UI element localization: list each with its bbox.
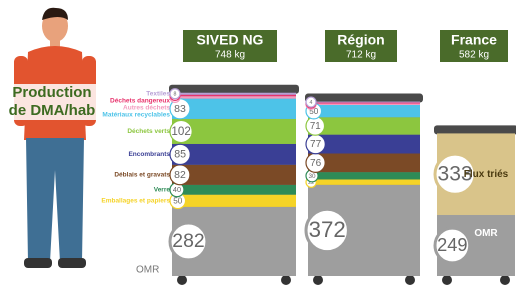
value-label: 102 xyxy=(171,125,190,138)
legend-label: Déblais et gravats xyxy=(114,172,170,179)
segment xyxy=(308,172,420,179)
legend-label: Emballages et papiers xyxy=(101,198,170,205)
value-label: 82 xyxy=(174,170,186,181)
value-label: 30 xyxy=(309,173,317,180)
value-label: 282 xyxy=(172,230,204,252)
segment xyxy=(172,185,296,195)
segment xyxy=(308,105,420,117)
segment xyxy=(308,104,420,105)
value-label: 8 xyxy=(174,92,177,98)
bin-name: SIVED NG xyxy=(197,32,264,48)
segment xyxy=(172,96,296,98)
value-label: 40 xyxy=(173,185,181,194)
value-label: 249 xyxy=(437,235,467,255)
legend-label: Encombrants xyxy=(128,151,170,158)
wheel xyxy=(313,275,323,285)
chart-title: Production de DMA/hab xyxy=(6,84,98,120)
wheel xyxy=(405,275,415,285)
legend-label: Verre xyxy=(154,186,171,193)
wheel xyxy=(281,275,291,285)
value-label: 71 xyxy=(310,121,321,132)
value-label: 76 xyxy=(310,158,322,169)
wheel xyxy=(177,275,187,285)
value-label: 50 xyxy=(173,196,183,205)
chart: SIVED NG748 kg28250408285102831068Textil… xyxy=(0,0,516,296)
segment xyxy=(308,103,420,104)
value-label: 83 xyxy=(174,103,186,115)
wheel xyxy=(500,275,510,285)
segment xyxy=(172,95,296,96)
bin-lid xyxy=(169,85,299,94)
legend-label: Matériaux recyclables xyxy=(102,111,170,118)
segment-name: Flux triés xyxy=(464,169,509,180)
page: SIVED NG748 kg28250408285102831068Textil… xyxy=(0,0,516,296)
legend-label: OMR xyxy=(136,265,159,276)
value-label: 4 xyxy=(310,100,313,106)
legend-label: Textiles xyxy=(146,90,170,97)
segment xyxy=(172,93,296,95)
segment xyxy=(308,102,420,103)
segment-name: OMR xyxy=(474,228,498,239)
bin-lid xyxy=(434,125,516,134)
bin-total: 582 kg xyxy=(459,50,489,61)
legend-label: Déchets verts xyxy=(127,128,170,135)
bin-total: 712 kg xyxy=(346,50,376,61)
legend-label: Déchets dangereux xyxy=(110,97,170,104)
value-label: 85 xyxy=(174,149,186,161)
bin-lid xyxy=(305,94,423,103)
segment xyxy=(308,179,420,184)
value-label: 77 xyxy=(310,139,322,150)
bin-total: 748 kg xyxy=(215,50,245,61)
value-label: 372 xyxy=(309,217,346,242)
wheel xyxy=(442,275,452,285)
segment xyxy=(172,165,296,185)
person xyxy=(14,8,96,268)
bin-name: Région xyxy=(337,32,384,48)
bin-name: France xyxy=(451,32,497,48)
legend-label: Autres déchets xyxy=(123,104,170,111)
segment xyxy=(172,195,296,207)
